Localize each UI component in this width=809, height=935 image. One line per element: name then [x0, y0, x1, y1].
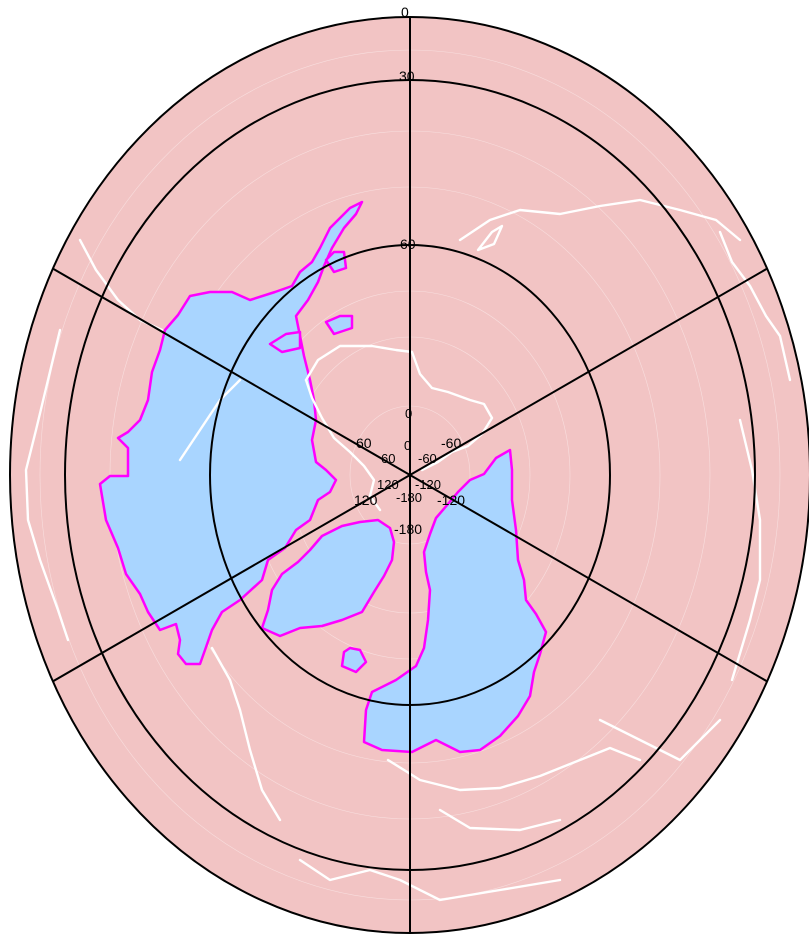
- center-label-neg120: -120: [415, 477, 441, 492]
- coast-south-c: [438, 808, 562, 832]
- center-label-120: 120: [377, 477, 399, 492]
- map-border: [9, 16, 809, 934]
- lon-label-60: 60: [356, 435, 372, 451]
- region-isle-c: [340, 646, 368, 674]
- region-isle-a: [324, 314, 354, 336]
- coastlines: [24, 198, 792, 902]
- coast-inner-west: [178, 378, 242, 462]
- coast-central-west: [304, 378, 382, 512]
- meridian-neg60: [409, 244, 809, 476]
- coast-north-inlet: [476, 224, 504, 252]
- coast-northeast: [718, 230, 792, 382]
- lat-label-60: 60: [400, 236, 416, 252]
- lat-label-30: 30: [399, 68, 415, 84]
- meridian-60: [11, 244, 411, 476]
- lat-label-0: 0: [401, 4, 409, 20]
- lon-label-120: 120: [354, 492, 378, 508]
- center-label-60: 60: [381, 451, 395, 466]
- center-label-neg60: -60: [418, 451, 437, 466]
- coast-east: [730, 418, 762, 682]
- center-label-0: 0: [405, 406, 412, 421]
- lon-label-neg180: -180: [394, 521, 422, 537]
- coast-north-arc: [458, 198, 742, 242]
- coast-south-b: [298, 858, 562, 902]
- coast-south: [386, 746, 642, 792]
- meridian-neg120: [409, 474, 809, 706]
- region-isle-b: [268, 330, 302, 354]
- center-label-neg180: -180: [396, 490, 422, 505]
- region-northwest: [98, 200, 364, 666]
- coast-southeast: [598, 718, 722, 762]
- coast-southwest: [210, 646, 282, 822]
- lon-label-neg60: -60: [441, 435, 461, 451]
- meridians: [11, 17, 809, 933]
- coast-central: [304, 344, 494, 472]
- coast-west: [24, 328, 70, 642]
- region-southcentral: [260, 518, 396, 638]
- center-label-0b: 0: [404, 438, 411, 453]
- lon-label-neg120: -120: [437, 492, 465, 508]
- meridian-120: [11, 474, 411, 706]
